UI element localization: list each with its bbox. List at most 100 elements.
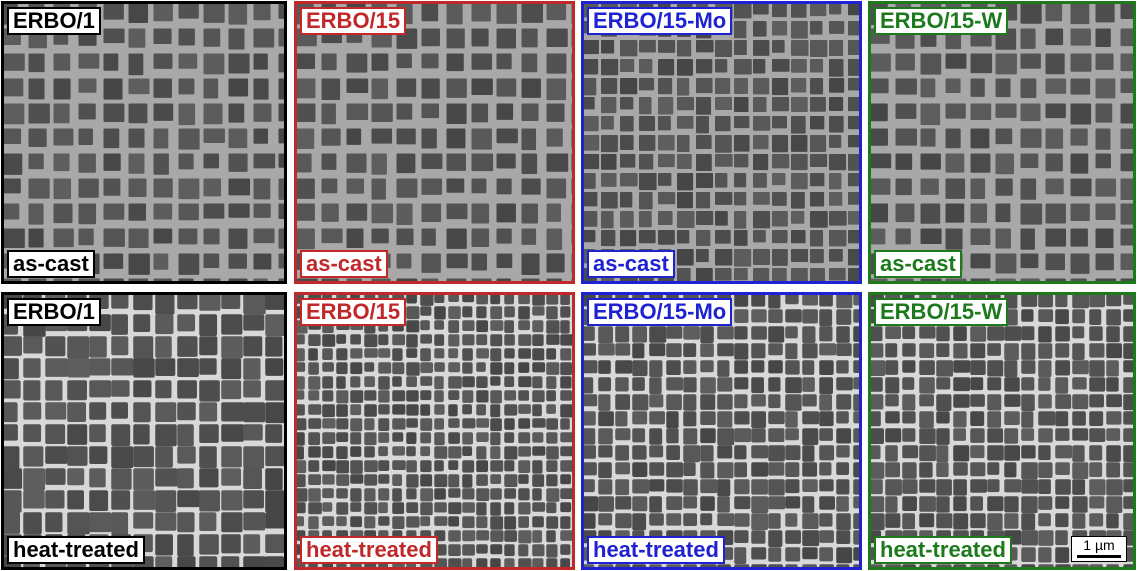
precipitate (350, 446, 361, 457)
precipitate (532, 460, 542, 473)
precipitate (700, 445, 713, 461)
precipitate (221, 402, 244, 421)
precipitate (632, 394, 648, 410)
precipitate (1021, 254, 1039, 269)
precipitate (791, 211, 804, 224)
precipitate (601, 211, 614, 228)
precipitate (734, 154, 748, 167)
precipitate (772, 4, 787, 17)
precipitate (919, 394, 934, 406)
precipitate (829, 59, 843, 77)
precipitate (848, 249, 861, 265)
precipitate (518, 306, 530, 319)
precipitate (547, 254, 565, 273)
precipitate (1123, 411, 1136, 424)
condition-label: as-cast (874, 250, 962, 278)
precipitate (996, 204, 1011, 223)
precipitate (420, 295, 433, 306)
precipitate (1089, 309, 1101, 325)
precipitate (560, 320, 569, 333)
precipitate (504, 502, 514, 514)
precipitate (1123, 295, 1136, 305)
precipitate (129, 204, 147, 221)
precipitate (392, 418, 405, 429)
precipitate (885, 411, 899, 423)
precipitate (518, 418, 530, 428)
precipitate (810, 173, 824, 186)
precipitate (1072, 377, 1086, 389)
precipitate (29, 54, 45, 73)
precipitate (45, 402, 66, 419)
precipitate (953, 377, 970, 391)
precipitate (546, 320, 559, 333)
precipitate (154, 279, 172, 285)
precipitate (971, 79, 985, 97)
precipitate (111, 336, 128, 355)
precipitate (785, 309, 802, 322)
precipitate (1123, 564, 1136, 570)
precipitate (683, 564, 697, 570)
precipitate (560, 558, 570, 570)
precipitate (677, 97, 694, 110)
precipitate (518, 446, 531, 456)
precipitate (243, 402, 265, 422)
precipitate (734, 445, 746, 459)
precipitate (179, 254, 200, 275)
precipitate (420, 390, 431, 400)
precipitate (996, 129, 1013, 145)
precipitate (902, 496, 917, 511)
precipitate (372, 179, 386, 200)
precipitate (848, 173, 862, 186)
precipitate (265, 468, 282, 490)
precipitate (819, 462, 831, 475)
precipitate (785, 377, 802, 393)
precipitate (297, 79, 315, 99)
precipitate (885, 496, 897, 513)
precipitate (1038, 295, 1053, 307)
precipitate (406, 460, 417, 472)
precipitate (1021, 462, 1038, 479)
precipitate (447, 29, 465, 49)
precipitate (677, 116, 693, 129)
precipitate (772, 211, 788, 227)
precipitate (810, 59, 823, 72)
precipitate (717, 326, 734, 339)
precipitate (279, 179, 288, 200)
precipitate (4, 358, 19, 379)
precipitate (1004, 513, 1018, 529)
precipitate (666, 394, 682, 410)
precipitate (104, 254, 124, 269)
precipitate (953, 326, 967, 341)
precipitate (970, 445, 984, 458)
precipitate (666, 377, 683, 390)
precipitate (133, 402, 150, 422)
precipitate (772, 40, 785, 53)
precipitate (574, 306, 575, 319)
precipitate (350, 334, 361, 344)
precipitate (1046, 204, 1066, 224)
precipitate (853, 564, 862, 570)
precipitate (1021, 445, 1035, 458)
precipitate (155, 402, 176, 422)
precipitate (89, 468, 105, 487)
precipitate (23, 380, 40, 400)
precipitate (154, 29, 172, 44)
precipitate (919, 513, 934, 527)
precipitate (772, 21, 787, 36)
precipitate (1046, 29, 1064, 46)
precipitate (204, 79, 219, 99)
precipitate (45, 468, 65, 485)
precipitate (751, 462, 768, 476)
precipitate (546, 558, 557, 570)
precipitate (751, 411, 766, 428)
precipitate (768, 360, 783, 373)
precipitate (751, 479, 768, 494)
precipitate (1055, 326, 1070, 341)
precipitate (987, 411, 1001, 428)
precipitate (45, 336, 65, 356)
precipitate (336, 446, 347, 459)
precipitate (177, 380, 197, 398)
precipitate (717, 479, 730, 496)
